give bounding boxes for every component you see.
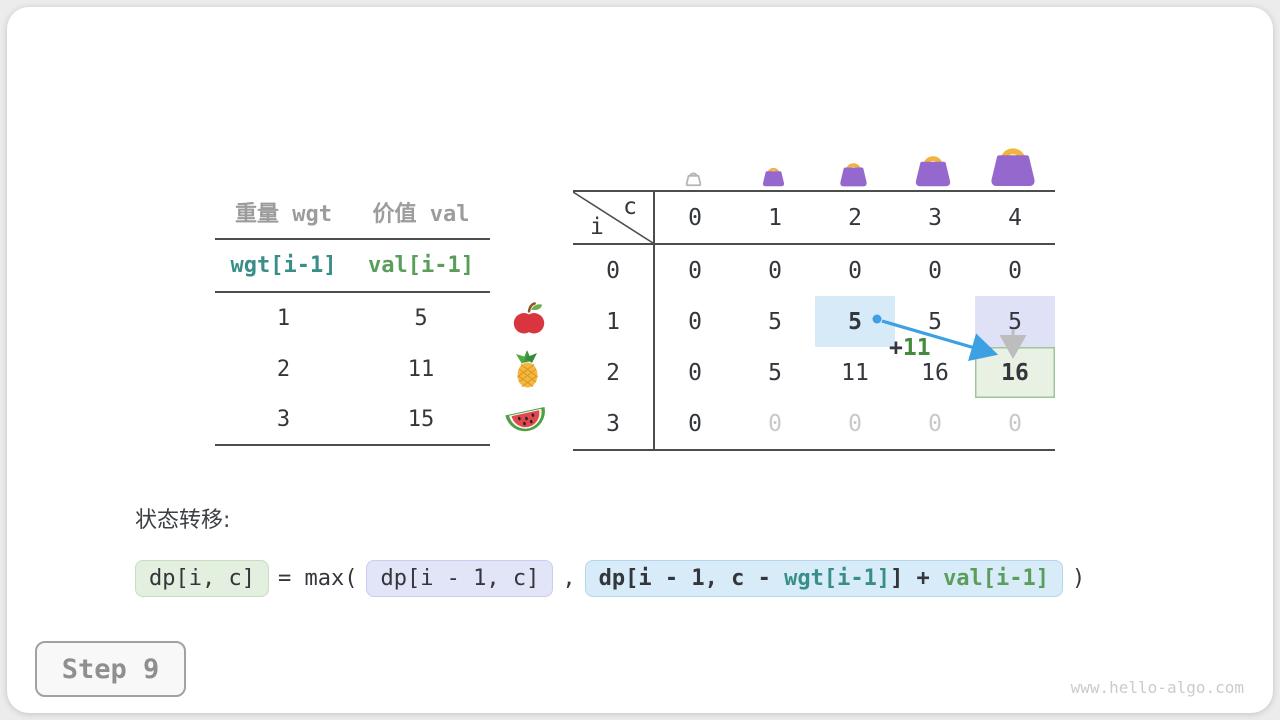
dp-corner-row-var: i bbox=[590, 214, 604, 240]
step-badge: Step 9 bbox=[35, 641, 186, 697]
dp-corner-col-var: c bbox=[623, 194, 637, 220]
dp-cell-0-4: 0 bbox=[1008, 257, 1022, 284]
formula-comma: , bbox=[562, 566, 576, 591]
formula-lhs-chip: dp[i, c] bbox=[135, 560, 269, 597]
bag-large-icon bbox=[914, 152, 952, 191]
item-2-weight: 2 bbox=[276, 357, 291, 382]
bag-small-icon bbox=[762, 165, 785, 191]
dp-cell-2-3: 16 bbox=[921, 359, 949, 386]
watermark: www.hello-algo.com bbox=[1070, 678, 1244, 697]
dp-cell-3-1: 0 bbox=[768, 410, 782, 437]
items-col-header-weight: 重量 wgt bbox=[215, 185, 352, 240]
bag-medium-icon bbox=[839, 160, 868, 191]
dp-col-header-0: 0 bbox=[655, 192, 735, 245]
item-2-value: 11 bbox=[407, 357, 435, 382]
dp-row-header-1: 1 bbox=[573, 296, 655, 347]
dp-col-header-1: 1 bbox=[735, 192, 815, 245]
dp-corner-cell: c i bbox=[573, 192, 655, 245]
pineapple-icon bbox=[510, 349, 547, 393]
item-3-value: 15 bbox=[352, 395, 490, 446]
dp-cell-3-2: 0 bbox=[848, 410, 862, 437]
dp-cell-3-4: 0 bbox=[1008, 410, 1022, 437]
items-index-val: val[i-1] bbox=[352, 240, 490, 293]
arg2-val-token: val[i-1] bbox=[943, 566, 1050, 591]
formula-eq-max: = max( bbox=[277, 566, 358, 591]
arg2-wgt-token: wgt[i-1] bbox=[784, 566, 891, 591]
arg2-plus: + bbox=[903, 566, 944, 591]
dp-cell-1-2-source-highlight: 5 bbox=[815, 296, 895, 347]
dp-cell-2-4-target-highlight: 16 bbox=[975, 347, 1055, 398]
transition-formula: dp[i, c] = max( dp[i - 1, c] , dp[i - 1,… bbox=[135, 560, 1085, 597]
bag-outline-icon bbox=[685, 170, 702, 191]
dp-cell-2-1: 5 bbox=[768, 359, 782, 386]
diagonal-divider bbox=[573, 192, 653, 243]
item-1-weight: 1 bbox=[276, 306, 291, 331]
dp-cell-2-0: 0 bbox=[688, 359, 702, 386]
add-value-annotation: +11 bbox=[889, 336, 931, 361]
items-col-header-value: 价值 val bbox=[352, 185, 490, 240]
item-3-weight: 3 bbox=[215, 395, 352, 446]
dp-cell-0-2: 0 bbox=[848, 257, 862, 284]
items-index-wgt: wgt[i-1] bbox=[215, 240, 352, 293]
dp-col-header-3: 3 bbox=[895, 192, 975, 245]
dp-col-header-4: 4 bbox=[975, 192, 1055, 245]
arg2-bracket: ] bbox=[890, 566, 904, 591]
annotation-plus-sign: + bbox=[889, 335, 903, 361]
dp-cell-3-0: 0 bbox=[688, 410, 702, 437]
arg2-prefix: dp[i - 1, c - bbox=[598, 566, 785, 591]
dp-table: c i 0 1 2 3 4 0 0 0 0 0 0 1 0 5 5 5 5 2 … bbox=[573, 190, 1055, 451]
dp-cell-2-2: 11 bbox=[841, 359, 869, 386]
dp-col-header-2: 2 bbox=[815, 192, 895, 245]
transition-label: 状态转移: bbox=[135, 508, 231, 533]
item-1-value: 5 bbox=[414, 306, 428, 331]
formula-close-paren: ) bbox=[1072, 566, 1086, 591]
dp-row-header-3: 3 bbox=[573, 398, 655, 449]
annotation-value: 11 bbox=[902, 335, 931, 361]
dp-row-header-2: 2 bbox=[573, 347, 655, 398]
items-table: 重量 wgt 价值 val wgt[i-1] val[i-1] 1 5 2 11… bbox=[215, 185, 490, 446]
watermelon-icon bbox=[505, 404, 549, 442]
bag-xlarge-icon bbox=[989, 143, 1037, 191]
dp-cell-0-0: 0 bbox=[688, 257, 702, 284]
formula-arg2-chip: dp[i - 1, c - wgt[i-1]] + val[i-1] bbox=[584, 560, 1064, 597]
formula-arg1-chip: dp[i - 1, c] bbox=[366, 560, 554, 597]
apple-icon bbox=[512, 301, 546, 341]
dp-cell-1-4-compare-highlight: 5 bbox=[975, 296, 1055, 347]
dp-cell-1-1: 5 bbox=[768, 308, 782, 335]
dp-cell-0-3: 0 bbox=[928, 257, 942, 284]
dp-row-header-0: 0 bbox=[573, 245, 655, 296]
dp-cell-0-1: 0 bbox=[768, 257, 782, 284]
dp-cell-1-0: 0 bbox=[688, 308, 702, 335]
dp-cell-3-3: 0 bbox=[928, 410, 942, 437]
